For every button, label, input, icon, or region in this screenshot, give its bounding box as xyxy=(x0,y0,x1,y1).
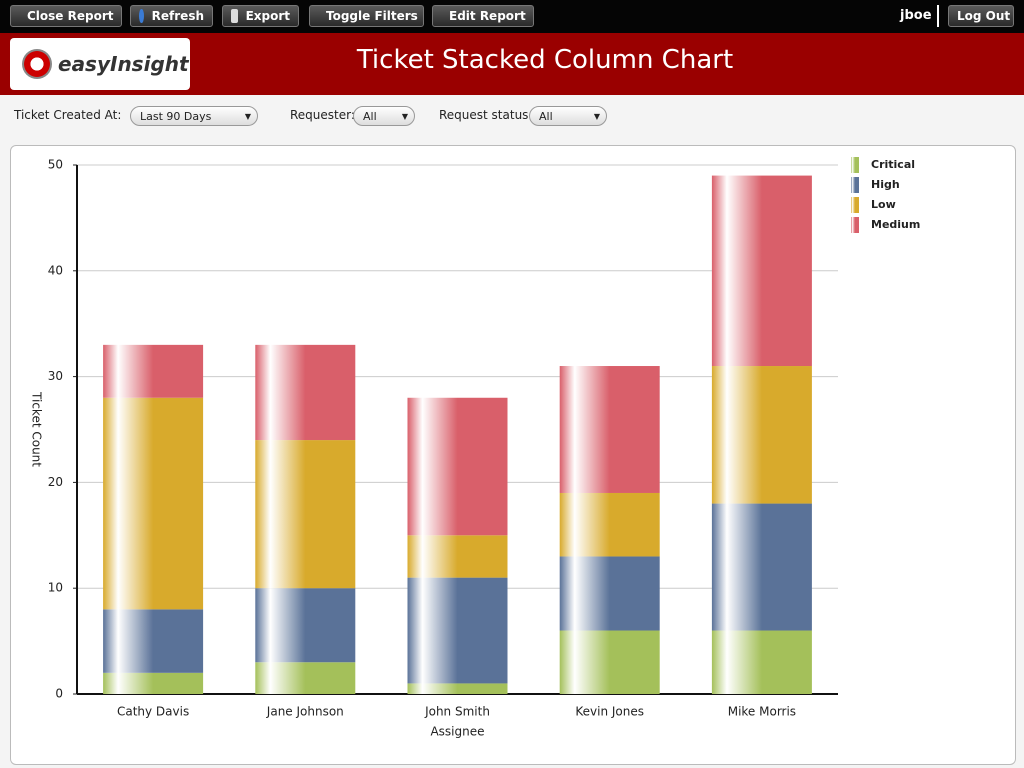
button-label: Export xyxy=(245,9,290,23)
button[interactable]: Close Report xyxy=(10,5,122,27)
legend-label: Medium xyxy=(871,218,920,231)
bar-segment xyxy=(559,556,660,631)
dropdown-value: All xyxy=(363,110,377,123)
logo-mark xyxy=(22,49,52,79)
x-tick-label: Kevin Jones xyxy=(575,705,644,719)
bar-segment xyxy=(559,630,660,694)
bar-segment xyxy=(255,344,356,441)
legend-label: Low xyxy=(871,198,896,211)
logout-button[interactable]: Log Out xyxy=(948,5,1014,27)
username: jboe xyxy=(900,8,932,23)
legend-swatch xyxy=(851,217,859,233)
bar-segment xyxy=(255,662,356,694)
filter-label: Ticket Created At: xyxy=(14,108,122,122)
bar-segment xyxy=(711,366,812,504)
x-tick-label: Jane Johnson xyxy=(266,705,344,719)
bar-segment xyxy=(711,175,812,367)
x-axis-label: Assignee xyxy=(430,725,484,739)
button[interactable]: Toggle Filters xyxy=(309,5,424,27)
y-axis-label: Ticket Count xyxy=(30,391,44,467)
button[interactable]: Refresh xyxy=(130,5,213,27)
y-tick-label: 20 xyxy=(48,475,63,489)
chart-panel: 0 10 20 30 40 50 Ticket Count Assignee Cathy Dav… xyxy=(10,145,1016,765)
y-tick-label: 30 xyxy=(48,369,63,383)
legend-label: High xyxy=(871,178,900,191)
dropdown-value: All xyxy=(539,110,553,123)
separator xyxy=(937,5,939,27)
bar-segment xyxy=(103,344,204,398)
legend-label: Critical xyxy=(871,158,915,171)
logo-text: easyInsight xyxy=(58,52,189,76)
button-label: Close Report xyxy=(27,9,114,23)
x-tick-label: Cathy Davis xyxy=(117,705,189,719)
bar-segment xyxy=(103,397,204,610)
dropdown[interactable]: Last 90 Days xyxy=(130,106,258,127)
filter-label: Requester: xyxy=(290,108,355,122)
y-tick-label: 50 xyxy=(48,158,63,172)
filter-bar: Ticket Created At: Last 90 Days Requeste… xyxy=(0,95,1024,140)
report-title: Ticket Stacked Column Chart xyxy=(356,45,734,75)
legend-swatch xyxy=(851,177,859,193)
chart: 0 10 20 30 40 50 Ticket Count Assignee Cathy Dav… xyxy=(30,157,920,739)
bar-segment xyxy=(103,609,204,673)
filter-label: Request status: xyxy=(439,108,533,122)
button-label: Toggle Filters xyxy=(326,9,418,23)
x-tick-label: Mike Morris xyxy=(728,705,796,719)
bar-segment xyxy=(255,588,356,663)
legend-swatch xyxy=(851,197,859,213)
toolbar: Close Report Refresh Export Toggle Filte… xyxy=(0,0,1024,33)
legend-swatch xyxy=(851,157,859,173)
bar-segment xyxy=(407,535,508,578)
dropdown[interactable]: All xyxy=(353,106,415,127)
bar-segment xyxy=(407,683,508,694)
y-tick-label: 40 xyxy=(48,263,63,277)
icon xyxy=(231,9,238,23)
button-label: Refresh xyxy=(151,9,204,23)
bar-segment xyxy=(559,366,660,493)
button-label: Log Out xyxy=(957,9,1011,23)
bar-segment xyxy=(103,672,204,694)
bar-segment xyxy=(407,577,508,684)
y-tick-label: 10 xyxy=(48,581,63,595)
dropdown-value: Last 90 Days xyxy=(140,110,212,123)
bar-segment xyxy=(255,440,356,589)
bar-segment xyxy=(559,492,660,557)
icon xyxy=(139,9,144,23)
bar-segment xyxy=(711,630,812,694)
dropdown[interactable]: All xyxy=(529,106,607,127)
button[interactable]: Edit Report xyxy=(432,5,534,27)
y-tick-label: 0 xyxy=(55,687,63,701)
x-tick-label: John Smith xyxy=(424,705,490,719)
logo[interactable]: easyInsight xyxy=(10,38,190,90)
button-label: Edit Report xyxy=(449,9,526,23)
bar-segment xyxy=(407,397,508,536)
button[interactable]: Export xyxy=(222,5,299,27)
header: easyInsight Ticket Stacked Column Chart xyxy=(0,33,1024,95)
bar-segment xyxy=(711,503,812,631)
